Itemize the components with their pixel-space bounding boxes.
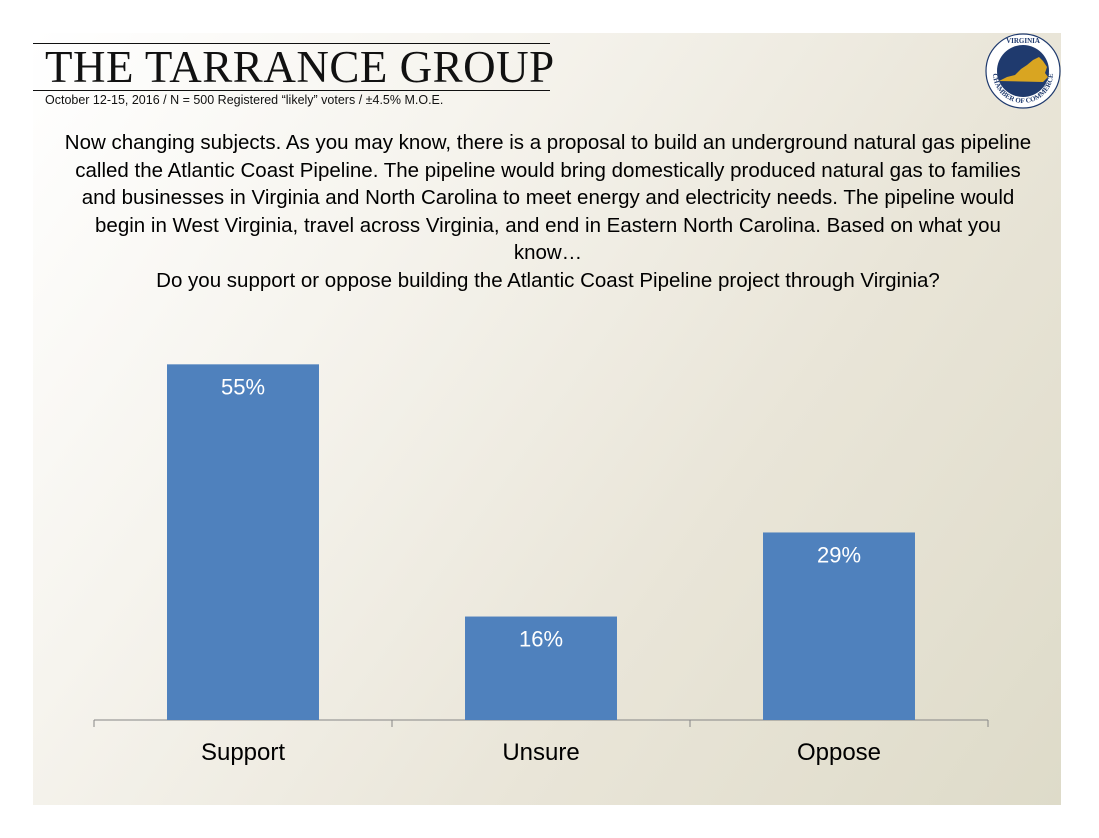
virginia-state-icon (999, 57, 1048, 82)
virginia-chamber-seal: CHAMBER OF COMMERCE VIRGINIA (985, 33, 1061, 109)
data-label: 16% (519, 627, 563, 652)
category-label: Support (201, 739, 285, 766)
survey-question: Now changing subjects. As you may know, … (63, 129, 1033, 294)
bar-unsure (465, 616, 617, 720)
logo-bottom-rule (33, 90, 550, 91)
logo-top-rule (33, 43, 550, 44)
brand-name: THE TARRANCE GROUP (45, 42, 555, 92)
slide: THE TARRANCE GROUP October 12-15, 2016 /… (33, 33, 1061, 805)
bar-chart: 55% Support 16% Unsure 29% Oppose (93, 364, 989, 766)
svg-text:VIRGINIA: VIRGINIA (1006, 37, 1040, 45)
tarrance-logo: THE TARRANCE GROUP October 12-15, 2016 /… (33, 43, 554, 113)
data-label: 55% (221, 374, 265, 399)
category-label: Unsure (502, 739, 579, 766)
bar-oppose (763, 532, 915, 720)
question-prompt: Do you support or oppose building the At… (156, 268, 940, 292)
data-label: 29% (817, 542, 861, 567)
bar-support (167, 364, 319, 720)
category-label: Oppose (797, 739, 881, 766)
survey-details: October 12-15, 2016 / N = 500 Registered… (45, 93, 444, 107)
question-context: Now changing subjects. As you may know, … (64, 131, 1032, 264)
